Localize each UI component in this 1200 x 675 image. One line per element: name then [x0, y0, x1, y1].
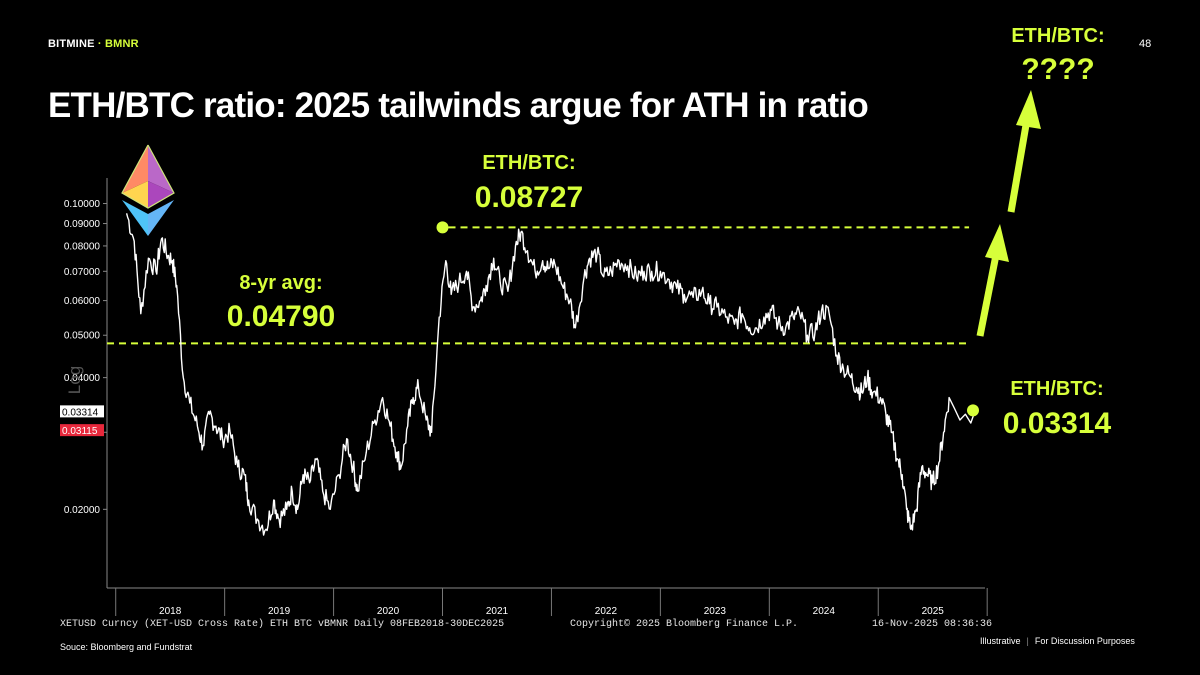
target-label: ETH/BTC: [1011, 25, 1104, 47]
disclaimer: Illustrative | For Discussion Purposes [980, 636, 1135, 646]
disclaimer-left: Illustrative [980, 636, 1021, 646]
up-arrow-icon [976, 224, 1009, 337]
x-tick-label: 2018 [159, 606, 182, 617]
price-tag-box [60, 424, 104, 437]
y-tick-label: 0.05000 [64, 331, 101, 342]
peak-value: 0.08727 [475, 181, 583, 214]
timestamp: 16-Nov-2025 08:36:36 [872, 619, 993, 630]
y-tick-label: 0.08000 [64, 241, 101, 252]
y-tick-label: 0.09000 [64, 219, 101, 230]
y-tick-label: 0.06000 [64, 296, 101, 307]
x-tick-label: 2019 [268, 606, 291, 617]
disclaimer-right: For Discussion Purposes [1034, 636, 1135, 646]
peak-label: ETH/BTC: [482, 152, 575, 174]
x-tick-label: 2024 [813, 606, 836, 617]
page-number: 48 [1139, 38, 1152, 50]
brand-ticker: BMNR [105, 38, 139, 50]
ethereum-logo-icon [121, 144, 175, 236]
source-note: Souce: Bloomberg and Fundstrat [60, 642, 193, 652]
brand-name: BITMINE [48, 38, 95, 50]
x-tick-label: 2023 [704, 606, 727, 617]
x-tick-label: 2022 [595, 606, 618, 617]
current-marker [967, 404, 979, 417]
price-tag-box [60, 405, 104, 418]
average-value: 0.04790 [227, 300, 335, 333]
target-value: ???? [1021, 53, 1094, 86]
peak-marker [436, 221, 449, 234]
x-tick-label: 2021 [486, 606, 509, 617]
average-label: 8-yr avg: [239, 272, 322, 294]
x-tick-label: 2025 [922, 606, 945, 617]
price-tag-label: 0.03314 [62, 407, 99, 418]
current-value: 0.03314 [1003, 407, 1112, 440]
eth-btc-price-line [125, 213, 975, 536]
y-tick-label: 0.10000 [64, 199, 101, 210]
y-tick-label: 0.04000 [64, 373, 101, 384]
current-label: ETH/BTC: [1010, 378, 1103, 400]
y-tick-label: 0.02000 [64, 505, 101, 516]
y-tick-label: 0.07000 [64, 267, 101, 278]
x-tick-label: 2020 [377, 606, 400, 617]
copyright: Copyright© 2025 Bloomberg Finance L.P. [570, 619, 799, 630]
brand: BITMINE · BMNR [48, 38, 139, 50]
brand-separator: · [97, 38, 102, 50]
price-tag-label: 0.03115 [62, 426, 98, 437]
up-arrow-icon [1007, 90, 1041, 213]
y-axis-label: Log [65, 366, 84, 394]
series-info: XETUSD Curncy (XET-USD Cross Rate) ETH B… [60, 619, 505, 630]
page-title: ETH/BTC ratio: 2025 tailwinds argue for … [48, 86, 869, 125]
